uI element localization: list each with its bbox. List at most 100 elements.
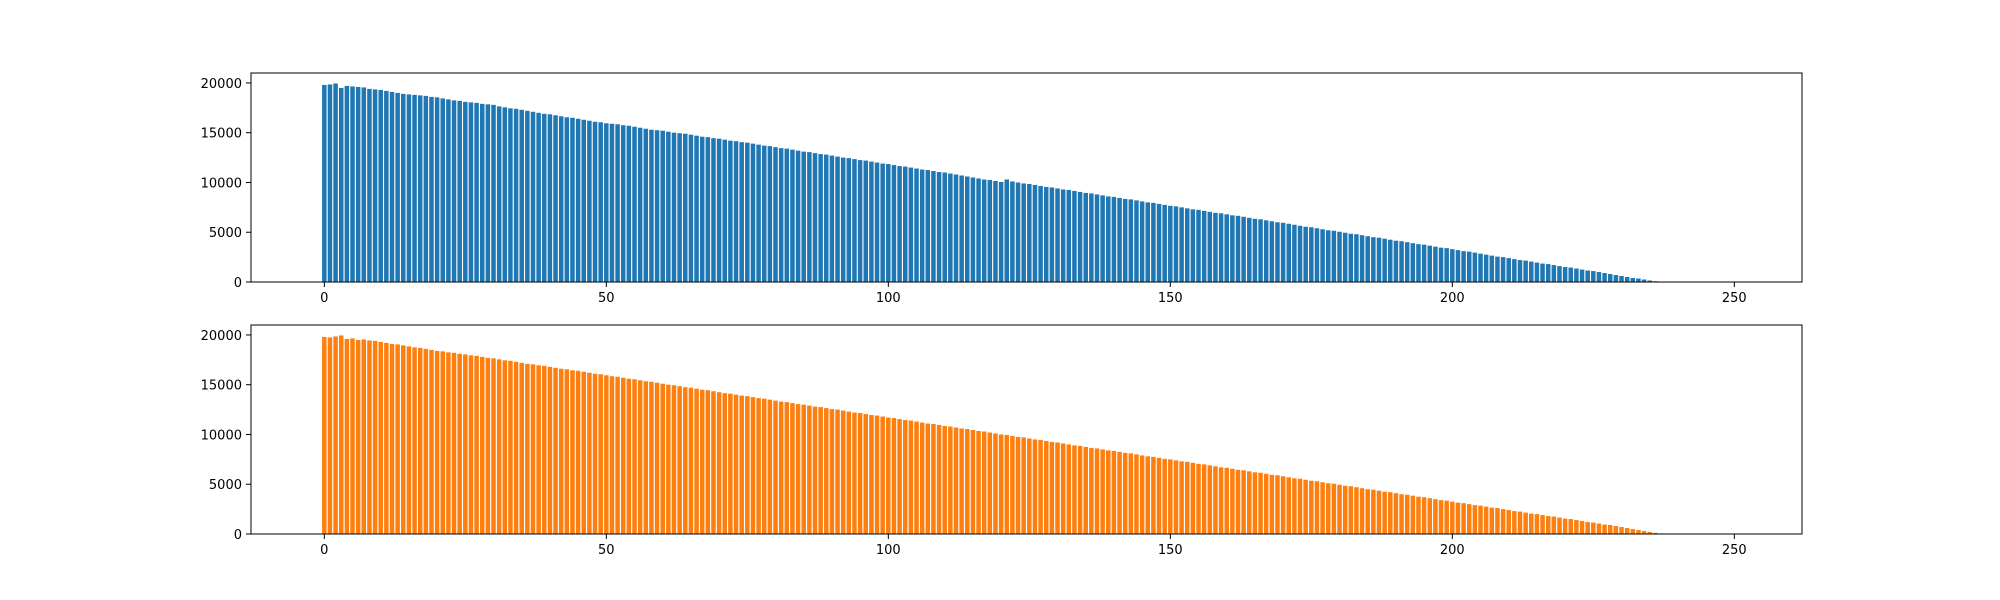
top-bar <box>1500 257 1506 282</box>
bottom-bar <box>874 415 880 534</box>
bottom-bar <box>1404 494 1410 534</box>
bottom-bar <box>434 350 440 534</box>
bottom-bar <box>547 366 553 534</box>
top-bar <box>925 170 931 282</box>
bottom-bar <box>609 376 615 534</box>
top-bar <box>626 125 632 282</box>
bottom-bar <box>897 419 902 534</box>
bottom-bar <box>575 370 581 534</box>
bottom-bar <box>863 414 869 534</box>
top-bar <box>1365 236 1370 282</box>
bottom-bar <box>553 367 558 534</box>
bottom-bar <box>739 395 744 534</box>
top-bar <box>468 102 474 282</box>
bottom-bar <box>1325 483 1331 534</box>
bottom-bar <box>1337 484 1342 534</box>
top-bar <box>1376 237 1382 282</box>
bottom-bar <box>525 363 530 534</box>
bottom-bar <box>463 354 468 534</box>
top-bar <box>327 84 333 282</box>
bottom-bar <box>886 417 891 534</box>
top-bar <box>863 160 869 282</box>
top-bar <box>1201 210 1207 282</box>
bottom-bar <box>1190 462 1196 534</box>
top-y-tick-label: 10000 <box>201 176 242 191</box>
bottom-bar <box>1224 467 1229 534</box>
top-bar <box>733 141 739 282</box>
bottom-bar <box>1297 478 1303 534</box>
bottom-bar <box>1145 456 1151 534</box>
bottom-bar <box>1416 496 1421 534</box>
top-bar <box>1591 271 1596 282</box>
bottom-bar <box>987 432 993 534</box>
bottom-bar <box>1647 532 1652 534</box>
top-bar <box>1117 197 1122 282</box>
top-bar <box>1128 199 1134 282</box>
top-bar <box>1060 189 1066 282</box>
top-y-tick-label: 5000 <box>209 226 242 241</box>
bottom-bar <box>401 345 406 534</box>
bottom-bar <box>1173 460 1179 534</box>
bottom-bar <box>1393 493 1399 534</box>
top-bar <box>581 119 587 282</box>
top-bar <box>784 148 790 282</box>
bottom-bar <box>581 371 587 534</box>
top-bar <box>705 137 711 282</box>
bottom-bar <box>1376 490 1382 534</box>
top-bar <box>654 130 660 282</box>
bottom-bar <box>767 399 773 534</box>
top-bar <box>852 159 857 282</box>
top-bar <box>519 109 524 282</box>
bottom-bar <box>1134 454 1139 534</box>
top-bar <box>998 181 1004 282</box>
bottom-bar <box>1196 463 1201 534</box>
top-bar <box>1337 231 1342 282</box>
top-bar <box>1410 243 1416 282</box>
bottom-bar <box>615 376 620 534</box>
top-bar <box>1314 228 1320 282</box>
top-bar <box>1495 256 1500 282</box>
bottom-bar <box>1094 448 1100 534</box>
bottom-bar <box>1529 513 1534 534</box>
bottom-bar <box>598 374 603 534</box>
top-bar <box>1241 216 1246 282</box>
bottom-bar <box>1201 464 1207 534</box>
top-bar <box>378 89 383 282</box>
bottom-bar <box>536 365 541 534</box>
bottom-y-tick-label: 5000 <box>209 478 242 493</box>
top-bar <box>942 172 947 282</box>
top-bar <box>981 179 987 282</box>
bottom-bar <box>891 418 897 534</box>
top-bar <box>440 98 446 282</box>
bottom-bar <box>1421 497 1427 534</box>
bottom-bar <box>604 375 609 534</box>
bottom-x-tick-label: 0 <box>320 543 328 558</box>
bottom-bar <box>1049 441 1055 534</box>
bottom-bar <box>1269 474 1275 534</box>
top-bar <box>835 156 840 282</box>
top-bar <box>688 134 694 282</box>
top-bar <box>1258 219 1263 282</box>
top-bar <box>1015 182 1021 282</box>
bottom-bar <box>502 360 508 534</box>
top-bar <box>1173 206 1179 282</box>
top-bar <box>987 179 993 282</box>
bottom-plot-frame <box>250 324 1803 535</box>
top-bar <box>761 145 767 282</box>
bottom-bar <box>1354 487 1359 534</box>
top-x-tick-label: 50 <box>598 291 615 306</box>
bottom-bar <box>496 359 502 534</box>
top-bar <box>1049 187 1055 282</box>
top-bar <box>1325 230 1331 282</box>
top-bar <box>857 160 863 282</box>
top-bar <box>547 114 553 282</box>
top-bar <box>1489 255 1495 282</box>
bottom-bar <box>417 347 423 534</box>
top-bar <box>1472 252 1478 282</box>
top-bar <box>1455 250 1461 282</box>
top-bar <box>1421 244 1427 282</box>
top-bar <box>1145 202 1151 282</box>
top-bar <box>1111 196 1117 282</box>
bottom-bar <box>1427 498 1433 534</box>
top-bar <box>1038 185 1043 282</box>
